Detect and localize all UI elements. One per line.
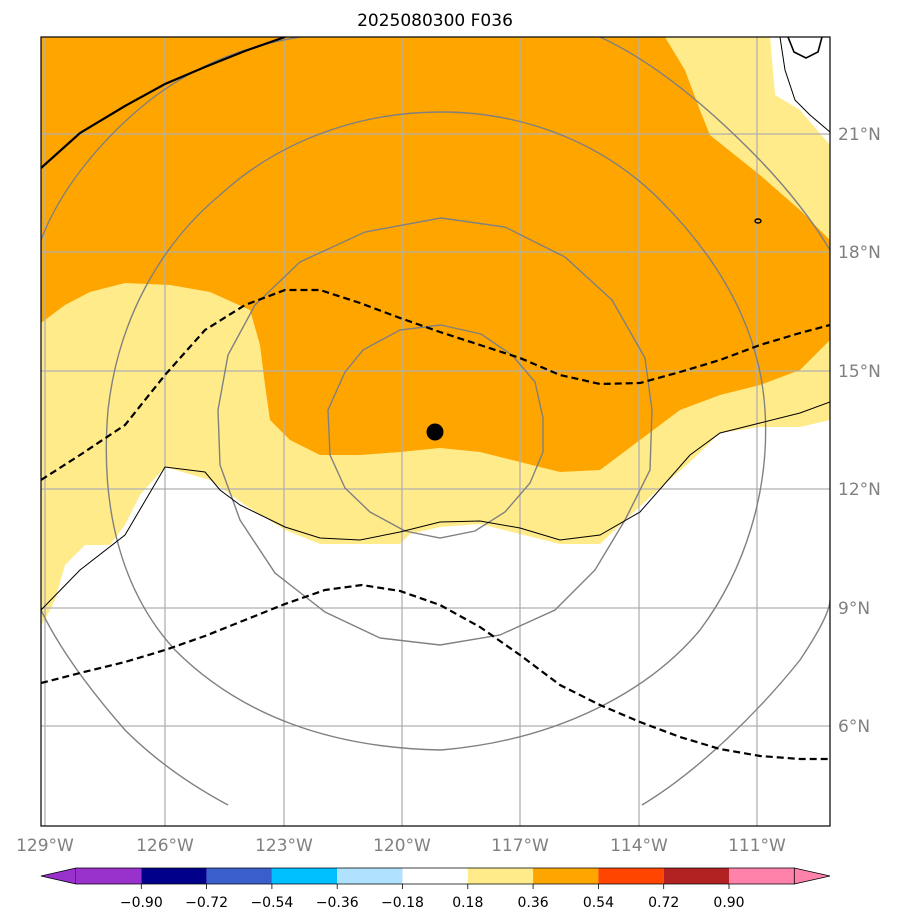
- colorbar-label-6: 0.36: [518, 895, 549, 911]
- colorbar-seg-7: [533, 868, 599, 884]
- lon-label-129w: 129°W: [16, 836, 74, 856]
- range-ring-2: [217, 217, 653, 646]
- chart-title: 2025080300 F036: [357, 11, 513, 31]
- longitude-labels: 129°W 126°W 123°W 120°W 117°W 114°W 111°…: [16, 836, 786, 856]
- dashed-contour-north: [41, 288, 830, 481]
- colorbar-seg-9: [663, 868, 729, 884]
- lon-label-111w: 111°W: [728, 836, 786, 856]
- storm-center-marker: [426, 423, 444, 441]
- lon-label-126w: 126°W: [136, 836, 194, 856]
- lon-label-123w: 123°W: [255, 836, 313, 856]
- colorbar-extend-left: [40, 867, 77, 885]
- range-ring-1: [327, 324, 544, 539]
- map-frame: [40, 36, 831, 827]
- fill-yellow-northeast: [665, 37, 830, 240]
- lat-label-12n: 12°N: [838, 480, 881, 500]
- colorbar-seg-8: [598, 868, 664, 884]
- colorbar-ticks: [140, 884, 730, 889]
- latitude-labels: 21°N 18°N 15°N 12°N 9°N 6°N: [838, 125, 881, 737]
- colorbar-seg-6: [467, 868, 534, 884]
- colorbar-seg-4: [337, 868, 403, 884]
- gridlines: [41, 37, 830, 826]
- colorbar-seg-0: [76, 868, 142, 884]
- colorbar-label-5: 0.18: [452, 895, 483, 911]
- small-island: [754, 218, 762, 224]
- fill-level-0.36-0.54: [41, 37, 830, 472]
- colorbar-seg-2: [206, 868, 272, 884]
- lat-label-15n: 15°N: [838, 362, 881, 382]
- range-ring-4: [41, 37, 830, 806]
- lon-label-117w: 117°W: [491, 836, 549, 856]
- lat-label-18n: 18°N: [838, 243, 881, 263]
- colorbar-label-7: 0.54: [583, 895, 614, 911]
- coastline-island: [787, 37, 823, 59]
- lat-label-21n: 21°N: [838, 125, 881, 145]
- dashed-contour-south: [41, 583, 830, 761]
- colorbar-label-2: −0.54: [250, 895, 293, 911]
- solid-contour: [41, 37, 286, 169]
- colorbar-seg-10: [729, 868, 795, 884]
- colorbar-label-9: 0.90: [713, 895, 744, 911]
- colorbar-label-8: 0.72: [648, 895, 679, 911]
- dashed-contours: [41, 288, 830, 761]
- coastline: [41, 401, 830, 611]
- lon-label-114w: 114°W: [610, 836, 668, 856]
- colorbar-seg-3: [271, 868, 338, 884]
- colorbar-extend-right: [793, 867, 831, 885]
- range-rings: [41, 37, 830, 806]
- colorbar-label-3: −0.36: [316, 895, 359, 911]
- lat-label-6n: 6°N: [838, 717, 870, 737]
- lon-label-120w: 120°W: [373, 836, 431, 856]
- colorbar-seg-1: [141, 868, 207, 884]
- colorbar-label-4: −0.18: [381, 895, 424, 911]
- range-ring-3: [105, 111, 767, 751]
- fill-white-northeast: [670, 37, 830, 145]
- coastline-north: [779, 37, 830, 133]
- colorbar: −0.90 −0.72 −0.54 −0.36 −0.18 0.18 0.36 …: [40, 867, 831, 911]
- colorbar-seg-5: [402, 868, 468, 884]
- lat-label-9n: 9°N: [838, 599, 870, 619]
- colorbar-label-0: −0.90: [120, 895, 163, 911]
- colorbar-label-1: −0.72: [185, 895, 228, 911]
- map-area: [41, 37, 830, 826]
